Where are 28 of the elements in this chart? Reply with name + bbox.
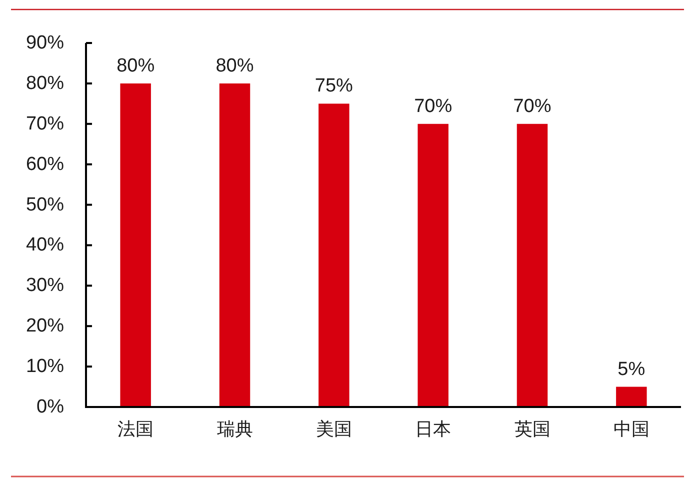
bar — [516, 124, 548, 407]
y-tick-label: 60% — [26, 154, 64, 175]
y-tick-label: 80% — [26, 72, 64, 94]
x-tick-label: 英国 — [514, 419, 550, 439]
bar — [616, 386, 647, 407]
y-tick-label: 50% — [26, 194, 64, 216]
data-label: 70% — [414, 96, 452, 117]
y-tick-label: 10% — [26, 356, 64, 378]
y-tick-label: 90% — [26, 32, 64, 54]
y-tick-label: 0% — [36, 396, 64, 418]
y-tick-label: 20% — [26, 316, 64, 337]
y-tick-label: 30% — [26, 275, 64, 296]
data-label: 5% — [618, 358, 646, 380]
y-tick-label: 70% — [26, 113, 64, 134]
bar — [418, 124, 448, 407]
data-label: 70% — [513, 96, 552, 117]
x-tick-label: 中国 — [613, 419, 650, 439]
bar — [318, 104, 350, 407]
y-tick-label: 40% — [26, 234, 64, 256]
data-label: 80% — [216, 55, 254, 76]
x-tick-label: 日本 — [415, 419, 452, 439]
data-label: 80% — [116, 55, 155, 76]
x-tick-label: 法国 — [118, 419, 154, 439]
x-tick-label: 瑞典 — [216, 419, 253, 439]
x-tick-label: 美国 — [316, 419, 352, 439]
bar — [219, 83, 250, 407]
bar — [120, 83, 151, 407]
data-label: 75% — [314, 76, 354, 97]
